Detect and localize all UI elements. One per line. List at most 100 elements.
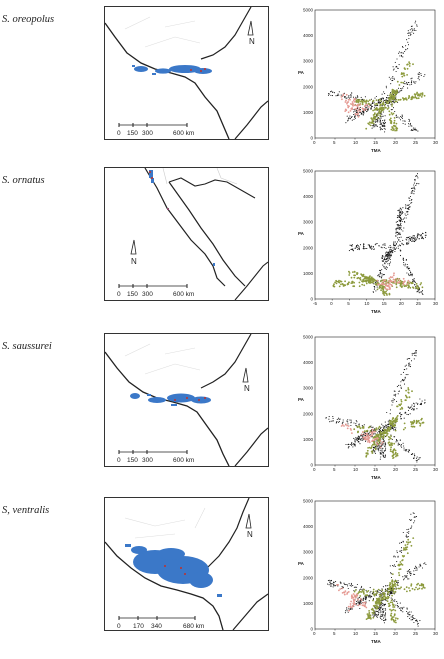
data-point	[387, 288, 389, 291]
data-point	[360, 273, 362, 275]
data-point	[375, 99, 378, 101]
data-point	[420, 74, 422, 77]
svg-text:600 km: 600 km	[173, 130, 194, 137]
data-point	[379, 114, 382, 117]
data-point	[387, 593, 389, 595]
data-point	[393, 604, 395, 606]
data-point	[396, 92, 399, 94]
data-point	[355, 437, 357, 439]
data-point	[362, 425, 365, 428]
data-point	[400, 54, 403, 56]
x-tick-label: 10	[353, 467, 359, 472]
data-point	[344, 590, 347, 592]
data-point	[408, 197, 410, 199]
data-point	[389, 582, 391, 584]
x-tick-label: 0	[330, 301, 333, 306]
data-point	[393, 442, 396, 445]
data-point	[387, 263, 389, 265]
data-point	[377, 602, 380, 604]
data-point	[407, 213, 409, 215]
data-point	[391, 592, 393, 594]
data-point	[413, 184, 415, 186]
data-point	[374, 593, 377, 596]
data-point	[401, 242, 403, 244]
data-point	[415, 174, 417, 177]
data-point	[395, 242, 397, 244]
data-point	[352, 585, 354, 587]
data-point	[347, 587, 349, 590]
data-point	[410, 513, 412, 515]
data-point	[398, 52, 400, 54]
data-point	[416, 408, 418, 410]
data-point	[409, 200, 411, 202]
data-point	[384, 421, 386, 423]
svg-text:150: 150	[127, 130, 138, 137]
data-point	[413, 193, 415, 195]
data-point	[357, 439, 359, 441]
data-point	[421, 587, 423, 590]
data-point	[389, 604, 391, 607]
data-point	[398, 224, 400, 226]
data-point	[405, 546, 407, 549]
data-point	[382, 120, 384, 122]
data-point	[336, 94, 339, 96]
data-point	[374, 107, 377, 110]
data-point	[416, 25, 418, 27]
data-point	[376, 442, 378, 444]
data-point	[350, 96, 352, 98]
y-tick-label: 5000	[303, 499, 314, 504]
data-point	[394, 394, 396, 396]
data-point	[419, 291, 421, 293]
data-point	[348, 583, 350, 585]
data-point	[381, 605, 383, 607]
data-point	[401, 220, 403, 223]
data-point	[416, 175, 418, 177]
svg-text:0: 0	[117, 130, 121, 137]
data-point	[363, 99, 365, 101]
data-point	[371, 245, 373, 247]
data-point	[414, 455, 416, 457]
data-point	[410, 571, 412, 573]
data-point	[410, 574, 412, 577]
data-point	[397, 556, 399, 558]
data-point	[403, 285, 406, 288]
data-point	[352, 99, 355, 102]
data-point	[402, 611, 404, 613]
data-point	[385, 85, 387, 87]
data-point	[408, 118, 410, 120]
data-point	[360, 587, 362, 589]
data-point	[398, 215, 400, 217]
data-point	[400, 218, 402, 220]
data-point	[391, 601, 394, 604]
data-point	[388, 94, 391, 97]
data-point	[401, 46, 404, 48]
data-point	[384, 263, 386, 265]
data-point	[384, 244, 386, 247]
data-point	[397, 87, 400, 89]
data-point	[362, 436, 365, 439]
data-point	[403, 422, 406, 425]
data-point	[382, 594, 385, 596]
data-point	[357, 245, 359, 247]
data-point	[403, 549, 405, 551]
data-point	[365, 127, 368, 130]
data-point	[395, 286, 398, 289]
data-point	[385, 447, 387, 449]
data-point	[387, 257, 389, 259]
data-point	[384, 126, 386, 128]
data-point	[362, 275, 364, 278]
data-point	[380, 112, 382, 114]
data-point	[380, 123, 382, 125]
data-point	[389, 608, 391, 611]
data-point	[358, 246, 360, 248]
data-point	[359, 427, 362, 430]
data-point	[409, 358, 411, 360]
data-point	[407, 236, 409, 238]
data-point	[377, 612, 379, 614]
data-point	[343, 582, 345, 584]
data-point	[370, 431, 372, 434]
data-point	[381, 257, 383, 259]
data-point	[387, 97, 390, 100]
data-point	[351, 119, 353, 121]
data-point	[375, 428, 378, 431]
